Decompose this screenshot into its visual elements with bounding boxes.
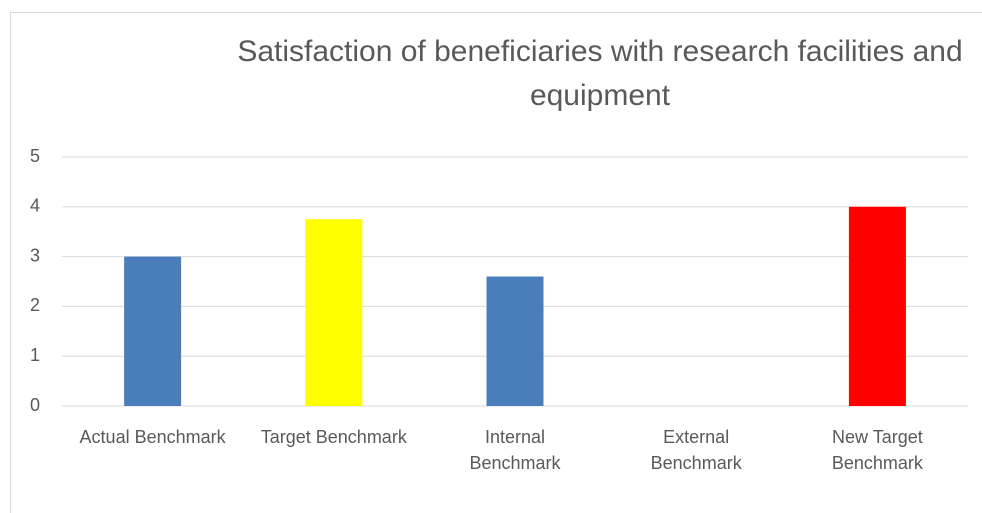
- bar: [124, 256, 182, 406]
- y-tick-label: 2: [30, 295, 40, 315]
- chart-title: Satisfaction of beneficiaries with resea…: [237, 35, 963, 112]
- chart: 0 1 2 3 4 5: [30, 146, 968, 415]
- bar: [305, 219, 363, 406]
- y-tick-label: 4: [30, 196, 40, 216]
- y-tick-label: 1: [30, 345, 40, 365]
- y-tick-label: 3: [30, 245, 40, 265]
- chart-frame: [10, 12, 982, 513]
- y-tick-label: 5: [30, 146, 40, 166]
- x-tick-label: Actual Benchmark: [79, 427, 226, 447]
- x-tick-label: External Benchmark: [650, 427, 742, 473]
- x-tick-label: Target Benchmark: [260, 427, 407, 447]
- bar: [486, 276, 544, 406]
- x-tick-label: New Target Benchmark: [831, 427, 923, 473]
- page: 0 1 2 3 4 5 Satisfaction of beneficiaries wit…: [10, 12, 982, 513]
- bar: [848, 206, 906, 406]
- y-tick-label: 0: [30, 395, 40, 415]
- x-tick-label: Internal Benchmark: [469, 427, 561, 473]
